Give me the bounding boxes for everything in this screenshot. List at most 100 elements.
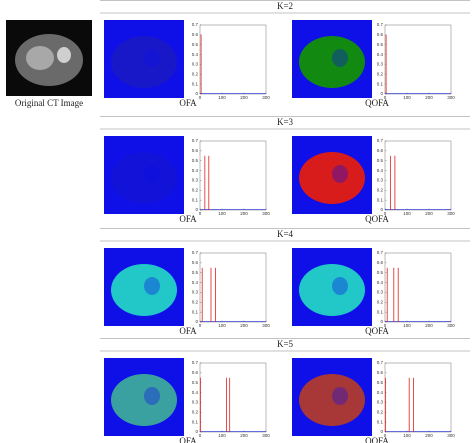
y-tick-label: 0.6 (192, 32, 199, 37)
x-tick-label: 0 (199, 323, 202, 328)
y-tick-label: 0.2 (192, 299, 199, 304)
y-tick-label: 0.4 (192, 168, 199, 173)
histogram-frame (384, 362, 452, 433)
y-tick-label: 0.5 (377, 380, 384, 385)
y-tick-label: 0.3 (192, 178, 199, 183)
y-tick-label: 0.2 (377, 187, 384, 192)
x-tick-label: 0 (199, 433, 202, 438)
y-tick-label: 0.2 (192, 187, 199, 192)
section-header: K=5 (277, 339, 294, 349)
y-tick-label: 0.2 (377, 409, 384, 414)
original-organ (57, 47, 71, 63)
method-label: QOFA (365, 214, 389, 224)
x-tick-label: 300 (447, 433, 455, 438)
section-header: K=4 (277, 229, 294, 239)
y-tick-label: 0 (195, 91, 198, 96)
y-tick-label: 0.4 (192, 52, 199, 57)
y-tick-label: 0.1 (377, 419, 384, 424)
method-label: OFA (179, 214, 197, 224)
x-tick-label: 200 (425, 211, 433, 216)
segmented-detail (332, 277, 348, 295)
segmented-detail (144, 49, 160, 67)
segmented-body (299, 36, 365, 88)
section-header: K=2 (277, 1, 293, 11)
segmented-body (299, 152, 365, 204)
x-tick-label: 200 (425, 433, 433, 438)
segmented-detail (144, 165, 160, 183)
y-tick-label: 0.7 (192, 138, 199, 143)
y-tick-label: 0.7 (377, 250, 384, 255)
x-tick-label: 100 (218, 211, 226, 216)
y-tick-label: 0.3 (377, 290, 384, 295)
y-tick-label: 0.2 (192, 409, 199, 414)
histogram-frame (384, 140, 452, 211)
x-tick-label: 200 (240, 95, 248, 100)
x-tick-label: 200 (240, 323, 248, 328)
x-tick-label: 100 (403, 433, 411, 438)
x-tick-label: 100 (218, 433, 226, 438)
y-tick-label: 0.4 (192, 280, 199, 285)
x-tick-label: 300 (262, 323, 270, 328)
histogram-frame (199, 252, 267, 323)
y-tick-label: 0.3 (377, 400, 384, 405)
original-caption: Original CT Image (15, 98, 83, 108)
y-tick-label: 0.3 (192, 400, 199, 405)
x-tick-label: 300 (262, 433, 270, 438)
x-tick-label: 200 (240, 433, 248, 438)
y-tick-label: 0.4 (377, 280, 384, 285)
segmented-body (111, 152, 177, 204)
original-organ (26, 46, 54, 70)
segmented-detail (144, 277, 160, 295)
section-header: K=3 (277, 117, 294, 127)
y-tick-label: 0 (195, 207, 198, 212)
segmented-detail (332, 49, 348, 67)
segmented-detail (332, 387, 348, 405)
y-tick-label: 0.6 (377, 32, 384, 37)
y-tick-label: 0.4 (377, 390, 384, 395)
x-tick-label: 0 (384, 95, 387, 100)
y-tick-label: 0.5 (377, 270, 384, 275)
y-tick-label: 0.1 (377, 81, 384, 86)
y-tick-label: 0.5 (192, 380, 199, 385)
y-tick-label: 0.5 (377, 42, 384, 47)
y-tick-label: 0 (380, 429, 383, 434)
y-tick-label: 0.6 (192, 260, 199, 265)
histogram-frame (384, 252, 452, 323)
x-tick-label: 0 (384, 323, 387, 328)
x-tick-label: 200 (425, 95, 433, 100)
x-tick-label: 100 (218, 95, 226, 100)
method-label: QOFA (365, 98, 389, 108)
y-tick-label: 0.7 (192, 22, 199, 27)
y-tick-label: 0.6 (377, 148, 384, 153)
x-tick-label: 0 (384, 433, 387, 438)
x-tick-label: 0 (384, 211, 387, 216)
y-tick-label: 0.1 (192, 309, 199, 314)
segmented-body (111, 264, 177, 316)
segmented-detail (144, 387, 160, 405)
segmented-body (299, 374, 365, 426)
y-tick-label: 0.1 (192, 81, 199, 86)
y-tick-label: 0.6 (377, 370, 384, 375)
method-label: OFA (179, 436, 197, 443)
y-tick-label: 0.6 (192, 148, 199, 153)
x-tick-label: 300 (447, 211, 455, 216)
y-tick-label: 0.2 (192, 71, 199, 76)
method-label: QOFA (365, 436, 389, 443)
y-tick-label: 0 (195, 429, 198, 434)
y-tick-label: 0 (380, 319, 383, 324)
y-tick-label: 0 (380, 207, 383, 212)
y-tick-label: 0.2 (377, 71, 384, 76)
y-tick-label: 0.1 (192, 419, 199, 424)
y-tick-label: 0.7 (192, 360, 199, 365)
y-tick-label: 0.5 (192, 42, 199, 47)
y-tick-label: 0.3 (377, 62, 384, 67)
method-label: OFA (179, 326, 197, 336)
y-tick-label: 0.1 (377, 197, 384, 202)
x-tick-label: 300 (262, 95, 270, 100)
y-tick-label: 0.5 (377, 158, 384, 163)
y-tick-label: 0.5 (192, 270, 199, 275)
y-tick-label: 0.1 (192, 197, 199, 202)
x-tick-label: 300 (447, 323, 455, 328)
